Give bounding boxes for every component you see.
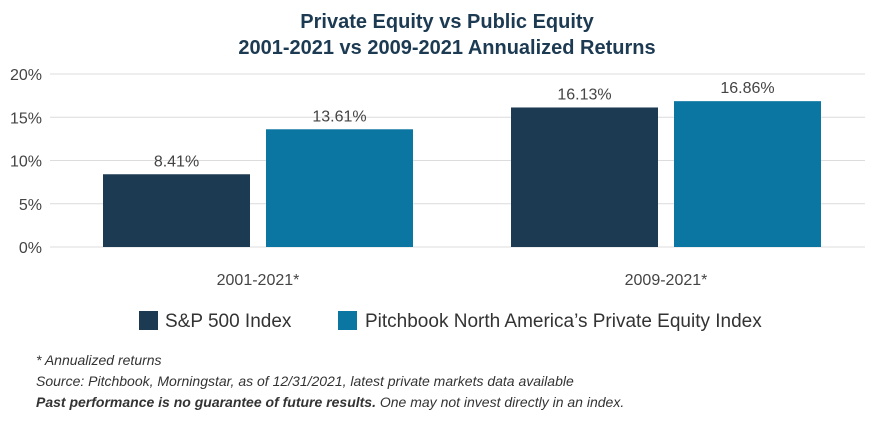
- legend: S&P 500 Index Pitchbook North America’s P…: [139, 311, 762, 332]
- y-tick-label-4: 20%: [10, 67, 42, 84]
- footnotes: * Annualized returns Source: Pitchbook, …: [36, 350, 624, 413]
- y-tick-label-3: 15%: [10, 110, 42, 127]
- category-label-0: 2001-2021*: [217, 272, 300, 289]
- y-tick-label-0: 0%: [19, 240, 42, 257]
- bars: [103, 101, 821, 248]
- legend-swatch-0: [139, 311, 158, 330]
- data-label-1-1: 16.86%: [720, 80, 774, 97]
- bar-sp500-0: [103, 174, 250, 247]
- legend-label-0: S&P 500 Index: [165, 311, 292, 332]
- category-label-1: 2009-2021*: [625, 272, 708, 289]
- data-label-0-1: 16.13%: [557, 86, 611, 103]
- legend-label-1: Pitchbook North America’s Private Equity…: [365, 311, 762, 332]
- data-label-0-0: 8.41%: [154, 153, 199, 170]
- y-tick-label-1: 5%: [19, 197, 42, 214]
- data-label-1-0: 13.61%: [312, 108, 366, 125]
- footnote-disclaimer: Past performance is no guarantee of futu…: [36, 392, 624, 413]
- legend-swatch-1: [338, 311, 357, 330]
- bar-pitchbook-0: [266, 129, 413, 247]
- y-axis-ticks: 0% 5% 10% 15% 20%: [10, 67, 42, 257]
- bar-chart: Private Equity vs Public Equity 2001-202…: [10, 11, 865, 332]
- y-tick-label-2: 10%: [10, 154, 42, 171]
- chart-title-line-1: Private Equity vs Public Equity: [300, 11, 594, 33]
- chart-title-line-2: 2001-2021 vs 2009-2021 Annualized Return…: [238, 37, 655, 59]
- bar-pitchbook-1: [674, 101, 821, 247]
- disclaimer-bold: Past performance is no guarantee of futu…: [36, 394, 376, 410]
- disclaimer-rest: One may not invest directly in an index.: [375, 394, 625, 410]
- data-labels: 8.41% 13.61% 16.13% 16.86%: [154, 80, 775, 170]
- footnote-annualized: * Annualized returns: [36, 352, 162, 368]
- category-labels: 2001-2021* 2009-2021*: [217, 272, 708, 289]
- footnote-source: Source: Pitchbook, Morningstar, as of 12…: [36, 373, 574, 389]
- bar-sp500-1: [511, 107, 658, 248]
